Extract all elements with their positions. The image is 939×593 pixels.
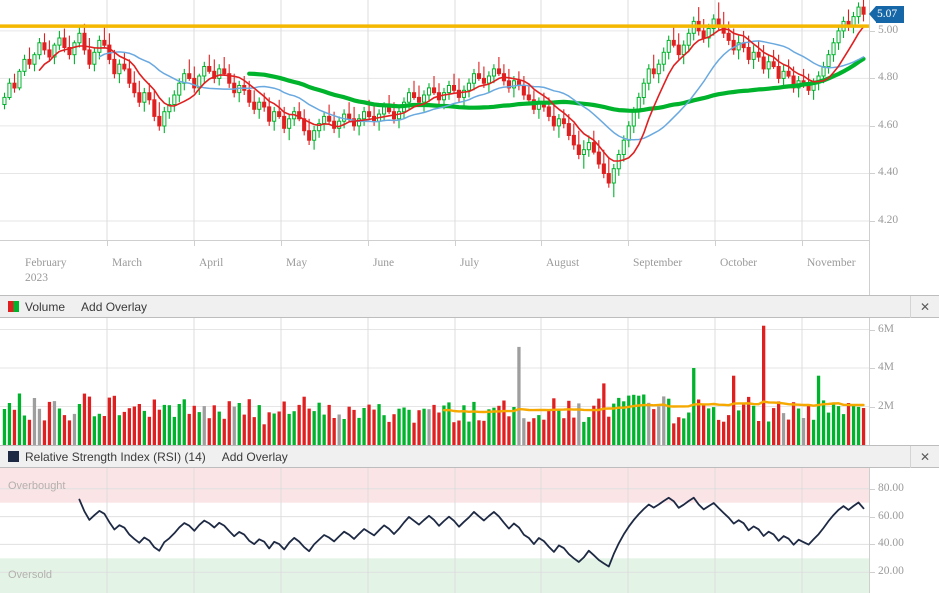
month-tick	[107, 241, 108, 246]
month-tick-label: September	[633, 257, 683, 269]
price-axis-tick-label: 4.20	[878, 213, 899, 226]
volume-axis-tick-label: 4M	[878, 361, 894, 374]
month-tick-label: July	[460, 257, 480, 269]
volume-axis-tick-label: 6M	[878, 322, 894, 335]
rsi-panel-header: Relative Strength Index (RSI) (14) Add O…	[0, 445, 939, 468]
price-y-axis: 5.00 4.80 4.60 4.40 4.20	[869, 0, 939, 295]
volume-close-button[interactable]: ✕	[910, 295, 939, 318]
month-tick-label: February	[25, 257, 67, 269]
month-tick	[368, 241, 369, 246]
month-tick-label: August	[546, 257, 580, 269]
rsi-chart-panel: Overbought Oversold 80.00 60.00 40.00 20.00	[0, 468, 939, 593]
volume-y-axis: 6M 4M 2M	[869, 318, 939, 445]
month-tick-label: March	[112, 257, 143, 269]
price-plot-area[interactable]	[0, 0, 869, 240]
oversold-zone-label: Oversold	[8, 569, 53, 582]
price-axis-tick	[870, 30, 875, 32]
price-axis-tick	[870, 125, 875, 127]
month-tick	[628, 241, 629, 246]
volume-chart-panel: 6M 4M 2M	[0, 318, 939, 445]
price-chart-panel: February March April May June July August Septe…	[0, 0, 939, 295]
volume-legend-icon	[8, 301, 19, 312]
volume-plot-area[interactable]	[0, 318, 869, 445]
rsi-axis-tick-label: 40.00	[878, 537, 904, 550]
month-tick	[715, 241, 716, 246]
price-flag-arrow-icon	[869, 6, 876, 23]
price-axis-tick-label: 4.80	[878, 71, 899, 84]
rsi-legend-label: Relative Strength Index (RSI) (14)	[25, 449, 206, 464]
month-tick-label: October	[720, 257, 758, 269]
volume-legend-label: Volume	[25, 299, 66, 314]
rsi-axis-tick-label: 20.00	[878, 565, 904, 578]
current-price-value: 5.07	[876, 5, 905, 23]
rsi-axis-tick	[870, 544, 875, 546]
price-axis-tick-label: 5.00	[878, 23, 899, 36]
rsi-add-overlay-button[interactable]: Add Overlay	[221, 449, 288, 464]
month-tick	[194, 241, 195, 246]
current-price-flag: 5.07	[869, 5, 905, 23]
overbought-zone-label: Overbought	[8, 479, 66, 492]
month-tick-label: November	[807, 257, 856, 269]
rsi-axis-tick-label: 80.00	[878, 481, 904, 494]
volume-panel-header: Volume Add Overlay ✕	[0, 295, 939, 318]
volume-axis-tick	[870, 368, 875, 370]
volume-add-overlay-button[interactable]: Add Overlay	[81, 299, 148, 314]
month-tick	[802, 241, 803, 246]
rsi-axis-tick-label: 60.00	[878, 509, 904, 522]
price-axis-tick	[870, 220, 875, 222]
price-axis-tick-label: 4.60	[878, 118, 899, 131]
rsi-axis-tick	[870, 516, 875, 518]
volume-axis-tick-label: 2M	[878, 399, 894, 412]
rsi-y-axis: 80.00 60.00 40.00 20.00	[869, 468, 939, 593]
month-tick	[455, 241, 456, 246]
month-tick	[281, 241, 282, 246]
rsi-chart-svg	[0, 468, 869, 593]
rsi-close-button[interactable]: ✕	[910, 445, 939, 468]
rsi-legend-icon	[8, 451, 19, 462]
price-axis-tick	[870, 173, 875, 175]
price-axis-tick	[870, 78, 875, 80]
x-axis-months: February March April May June July August Septe…	[0, 240, 869, 295]
month-tick-label: May	[286, 257, 308, 269]
month-tick-label: April	[199, 257, 224, 269]
rsi-axis-tick	[870, 488, 875, 490]
rsi-axis-tick	[870, 572, 875, 574]
volume-chart-svg	[0, 318, 869, 445]
price-axis-tick-label: 4.40	[878, 166, 899, 179]
month-tick-label: June	[373, 257, 395, 269]
year-label: 2023	[25, 272, 48, 284]
month-tick	[541, 241, 542, 246]
volume-axis-tick	[870, 329, 875, 331]
volume-axis-tick	[870, 406, 875, 408]
price-chart-svg	[0, 0, 869, 240]
rsi-plot-area[interactable]	[0, 468, 869, 593]
